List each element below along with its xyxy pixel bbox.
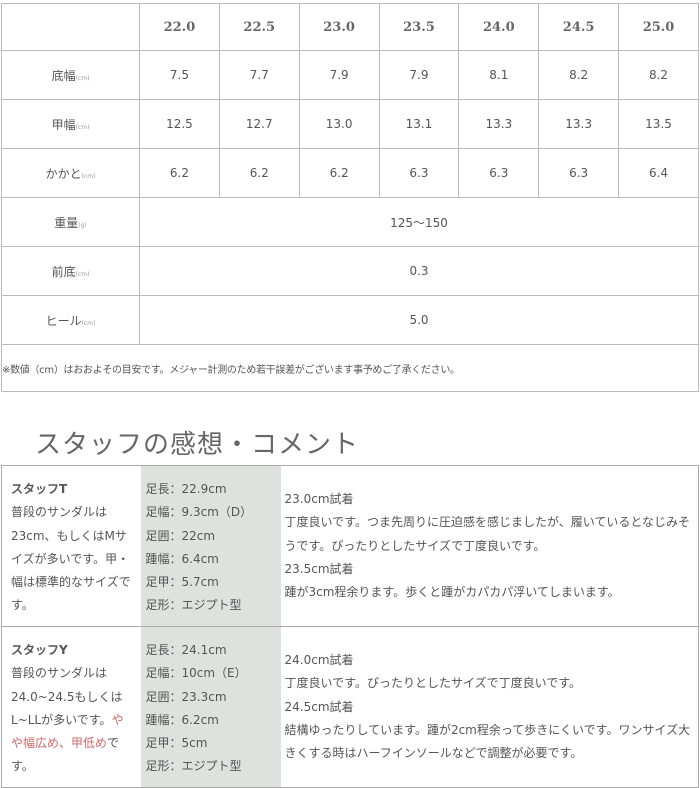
size-row: ヒール(cm) 5.0 [1,295,699,345]
merged-value: 125～150 [139,197,699,247]
size-value: 13.5 [618,99,699,149]
staff-desc: 普段のサンダルは24.0~24.5もしくはL~LLが多いです。 [11,666,123,727]
size-value: 8.1 [458,50,540,100]
comment-line: 丁度良いです。つま先周りに圧迫感を感じましたが、履いているとなじみそうです。ぴっ… [284,515,690,553]
size-header: 24.0 [458,3,540,51]
size-row: 甲幅(cm) 12.5 12.7 13.0 13.1 13.3 13.3 13.5 [1,99,699,149]
row-label: 甲幅(cm) [1,99,140,149]
size-row: かかと(cm) 6.2 6.2 6.2 6.3 6.3 6.3 6.4 [1,148,699,198]
corner-cell [1,3,140,51]
section-title: スタッフの感想・コメント [35,430,360,460]
staff-comment-table: スタッフT 普段のサンダルは23cm、もしくはMサイズが多いです。甲・幅は標準的な… [1,465,699,788]
measure-item: 足長：24.1cm [145,643,227,657]
measure-item: 足長：22.9cm [145,482,227,496]
size-value: 13.3 [458,99,540,149]
size-row: 底幅(cm) 7.5 7.7 7.9 7.9 8.1 8.2 8.2 [1,50,699,100]
staff-desc-after: です。 [11,736,120,774]
size-header: 25.0 [618,3,699,51]
row-label: 重量(g) [1,197,140,247]
size-value: 6.3 [538,148,620,198]
staff-name: スタッフT [11,482,68,496]
measure-item: 足囲：23.3cm [145,689,227,704]
staff-desc: 普段のサンダルは23cm、もしくはMサイズが多いです。甲・幅は標準的なサイズです… [11,505,131,613]
staff-row: スタッフT 普段のサンダルは23cm、もしくはMサイズが多いです。甲・幅は標準的な… [1,465,699,627]
size-value: 6.2 [139,148,220,198]
size-header-row: 22.0 22.5 23.0 23.5 24.0 24.5 25.0 [1,3,699,51]
size-row: 前底(cm) 0.3 [1,246,699,296]
size-value: 6.2 [298,148,380,198]
comment-line: 23.0cm試着 [284,492,354,506]
size-value: 7.5 [139,50,220,100]
measure-item: 足囲：22cm [145,528,216,543]
measure-item: 足形：エジプト型 [145,598,242,613]
size-value: 12.7 [218,99,300,149]
size-header: 23.0 [298,3,380,51]
size-value: 13.3 [538,99,620,149]
comment-line: 24.5cm試着 [284,699,354,714]
comment-line: 丁度良いです。ぴったりとしたサイズで丁度良いです。 [284,676,582,691]
staff-measures: 足長：22.9cm 足幅：9.3cm（D） 足囲：22cm 踵幅：6.4cm 足甲：5.… [140,465,281,627]
measure-item: 足形：エジプト型 [145,759,242,774]
comment-line: 踵が3cm程余ります。歩くと踵がカパカパ浮いてしまいます。 [284,585,620,600]
size-value: 13.0 [298,99,380,149]
measure-item: 足幅：10cm（E） [145,666,247,681]
size-header: 23.5 [378,3,460,51]
size-value: 6.3 [378,148,460,198]
comment-line: 結構ゆったりしています。踵が2cm程余って歩きにくいです。ワンサイズ大きくする時… [284,722,691,761]
merged-value: 5.0 [139,295,699,345]
size-value: 7.9 [298,50,380,100]
comment-line: 23.5cm試着 [284,561,354,576]
measure-item: 踵幅：6.2cm [145,712,219,727]
unit-label: (cm) [81,172,96,180]
measure-item: 踵幅：6.4cm [145,551,219,566]
measure-item: 足甲：5.7cm [145,575,219,590]
staff-row: スタッフY 普段のサンダルは24.0~24.5もしくはL~LLが多いです。やや幅広… [1,626,699,788]
staff-measures: 足長：24.1cm 足幅：10cm（E） 足囲：23.3cm 踵幅：6.2cm 足甲：5… [140,626,281,788]
size-value: 13.1 [378,99,460,149]
size-header: 22.0 [139,3,220,51]
unit-label: (cm) [75,123,90,131]
size-value: 12.5 [139,99,220,149]
unit-label: (g) [78,221,87,229]
size-value: 7.7 [218,50,300,100]
unit-label: (cm) [75,74,90,82]
size-value: 6.3 [458,148,540,198]
unit-label: (cm) [81,319,96,327]
unit-label: (cm) [75,270,90,278]
row-label: かかと(cm) [1,148,140,198]
row-label: 底幅(cm) [1,50,140,100]
measure-item: 足甲：5cm [145,736,208,751]
size-value: 8.2 [538,50,620,100]
staff-comments: 24.0cm試着丁度良いです。ぴったりとしたサイズで丁度良いです。 24.5cm試… [280,626,699,788]
merged-value: 0.3 [139,246,699,296]
staff-profile: スタッフT 普段のサンダルは23cm、もしくはMサイズが多いです。甲・幅は標準的な… [1,465,141,627]
size-table: 22.0 22.5 23.0 23.5 24.0 24.5 25.0 底幅(cm… [1,3,699,392]
size-header: 22.5 [218,3,300,51]
size-value: 6.4 [618,148,699,198]
staff-profile: スタッフY 普段のサンダルは24.0~24.5もしくはL~LLが多いです。やや幅広… [1,626,141,788]
comment-line: 24.0cm試着 [284,653,354,667]
staff-comments: 23.0cm試着丁度良いです。つま先周りに圧迫感を感じましたが、履いているとなじ… [280,465,699,627]
size-header: 24.5 [538,3,620,51]
staff-desc-highlight: やや幅広め、甲低め [11,712,124,751]
size-value: 7.9 [378,50,460,100]
staff-name: スタッフY [11,643,68,657]
size-row: 重量(g) 125～150 [1,197,699,247]
size-value: 8.2 [618,50,699,100]
size-value: 6.2 [218,148,300,198]
row-label: ヒール(cm) [1,295,140,345]
measure-item: 足幅：9.3cm（D） [145,505,253,520]
row-label: 前底(cm) [1,246,140,296]
size-note: ※数値（cm）はおおよその目安です。メジャー計測のため若干誤差がございます事予め… [1,344,699,392]
